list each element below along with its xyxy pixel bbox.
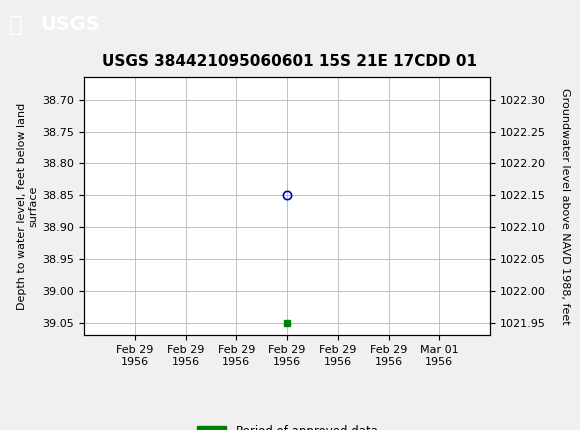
Y-axis label: Groundwater level above NAVD 1988, feet: Groundwater level above NAVD 1988, feet	[560, 88, 570, 325]
Text: USGS 384421095060601 15S 21E 17CDD 01: USGS 384421095060601 15S 21E 17CDD 01	[103, 54, 477, 69]
Legend: Period of approved data: Period of approved data	[197, 425, 378, 430]
Y-axis label: Depth to water level, feet below land
surface: Depth to water level, feet below land su…	[17, 103, 38, 310]
Text: ⨷: ⨷	[9, 15, 22, 35]
Text: USGS: USGS	[41, 15, 100, 34]
